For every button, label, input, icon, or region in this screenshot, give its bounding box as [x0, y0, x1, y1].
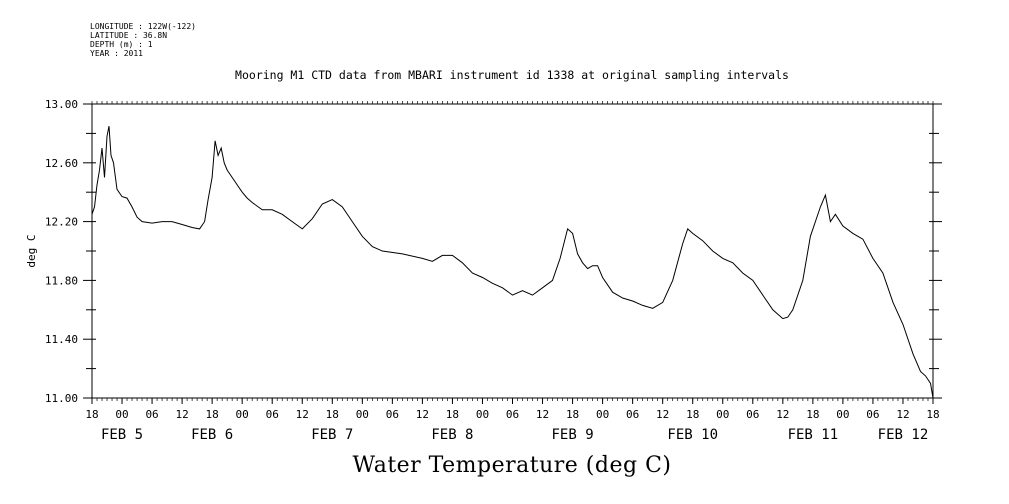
y-tick-label: 13.00 — [45, 98, 78, 111]
x-day-label: FEB 7 — [311, 427, 353, 443]
x-tick-label: 12 — [896, 408, 909, 421]
chart-title: Mooring M1 CTD data from MBARI instrumen… — [235, 68, 789, 82]
x-tick-label: 06 — [386, 408, 399, 421]
longitude-text: LONGITUDE : 122W(-122) — [90, 22, 196, 31]
x-tick-label: 00 — [836, 408, 849, 421]
x-day-label: FEB 11 — [788, 427, 839, 443]
x-day-label: FEB 5 — [101, 427, 143, 443]
x-tick-label: 06 — [266, 408, 279, 421]
depth-text: DEPTH (m) : 1 — [90, 40, 153, 49]
metadata-block: LONGITUDE : 122W(-122) LATITUDE : 36.8N … — [90, 22, 196, 58]
x-tick-label: 00 — [716, 408, 729, 421]
x-tick-label: 18 — [926, 408, 939, 421]
x-day-label: FEB 9 — [551, 427, 593, 443]
x-tick-label: 12 — [776, 408, 789, 421]
x-tick-label: 18 — [566, 408, 579, 421]
x-tick-label: 18 — [686, 408, 699, 421]
x-day-label: FEB 10 — [667, 427, 718, 443]
x-tick-label: 06 — [866, 408, 879, 421]
x-tick-label: 18 — [206, 408, 219, 421]
x-tick-label: 12 — [416, 408, 429, 421]
x-tick-label: 12 — [536, 408, 549, 421]
x-tick-label: 00 — [356, 408, 369, 421]
x-tick-label: 18 — [806, 408, 819, 421]
x-tick-label: 00 — [596, 408, 609, 421]
x-tick-label: 00 — [115, 408, 128, 421]
water-temperature-line — [91, 126, 934, 399]
x-day-label: FEB 12 — [878, 427, 929, 443]
x-tick-label: 00 — [236, 408, 249, 421]
x-tick-label: 06 — [626, 408, 639, 421]
latitude-text: LATITUDE : 36.8N — [90, 31, 168, 40]
y-tick-label: 11.80 — [45, 274, 78, 287]
x-tick-label: 18 — [326, 408, 339, 421]
x-tick-label: 12 — [296, 408, 309, 421]
plot-frame — [91, 103, 934, 399]
x-tick-label: 06 — [746, 408, 759, 421]
y-tick-label: 12.60 — [45, 157, 78, 170]
x-tick-label: 00 — [476, 408, 489, 421]
y-tick-label: 11.00 — [45, 392, 78, 405]
x-tick-label: 18 — [85, 408, 98, 421]
y-axis-label: deg C — [25, 234, 38, 267]
x-day-label: FEB 6 — [191, 427, 233, 443]
x-tick-label: 06 — [145, 408, 158, 421]
y-tick-label: 12.20 — [45, 216, 78, 229]
y-tick-label: 11.40 — [45, 333, 78, 346]
x-axis-title: Water Temperature (deg C) — [352, 453, 672, 478]
x-tick-label: 18 — [446, 408, 459, 421]
x-tick-label: 12 — [656, 408, 669, 421]
x-tick-label: 12 — [175, 408, 188, 421]
x-day-label: FEB 8 — [431, 427, 473, 443]
x-tick-label: 06 — [506, 408, 519, 421]
year-text: YEAR : 2011 — [90, 49, 143, 58]
